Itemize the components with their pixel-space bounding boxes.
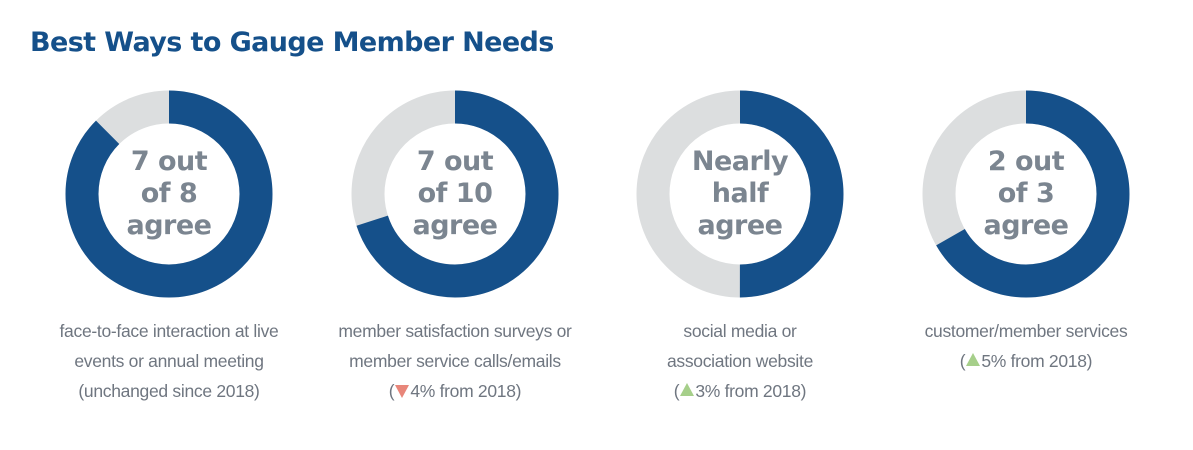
increase-triangle-icon — [680, 383, 695, 396]
caption: customer/member services (5% from 2018) — [881, 316, 1171, 376]
center-line: of 3 — [997, 178, 1055, 209]
donut-ring — [351, 90, 559, 298]
center-line: 2 out — [987, 146, 1065, 177]
paren: ( — [388, 381, 395, 401]
page-title: Best Ways to Gauge Member Needs — [30, 27, 554, 58]
caption-line: (unchanged since 2018) — [78, 381, 260, 401]
caption-line: customer/member services — [924, 321, 1128, 341]
donut-center-label: 7 out of 8 agree — [65, 90, 273, 298]
center-line: of 8 — [140, 178, 198, 209]
center-line: 7 out — [416, 146, 494, 177]
change-text: 3% from 2018) — [695, 381, 807, 401]
caption-line: face-to-face interaction at live — [59, 321, 279, 341]
caption-line: association website — [666, 351, 814, 371]
caption: social media or association website (3% … — [595, 316, 885, 406]
donut-ring — [922, 90, 1130, 298]
center-line: agree — [126, 210, 213, 241]
donut-center-label: 2 out of 3 agree — [922, 90, 1130, 298]
donut-chart: 7 out of 8 agree — [65, 90, 273, 298]
donut-ring — [65, 90, 273, 298]
change-line: (4% from 2018) — [310, 376, 600, 406]
center-line: agree — [983, 210, 1070, 241]
caption-line: social media or — [683, 321, 797, 341]
paren: ( — [959, 351, 966, 371]
change-text: 4% from 2018) — [410, 381, 522, 401]
caption-line: member service calls/emails — [349, 351, 561, 371]
donut-chart: 2 out of 3 agree — [922, 90, 1130, 298]
center-line: half — [711, 178, 769, 209]
caption-line: member satisfaction surveys or — [338, 321, 572, 341]
caption: face-to-face interaction at live events … — [24, 316, 314, 406]
center-line: 7 out — [130, 146, 208, 177]
donut-center-label: 7 out of 10 agree — [351, 90, 559, 298]
center-line: of 10 — [417, 178, 493, 209]
change-text: 5% from 2018) — [981, 351, 1093, 371]
center-line: agree — [697, 210, 784, 241]
increase-triangle-icon — [966, 353, 981, 366]
center-line: agree — [412, 210, 499, 241]
caption-line: events or annual meeting — [74, 351, 264, 371]
decrease-triangle-icon — [395, 385, 410, 398]
donut-chart: 7 out of 10 agree — [351, 90, 559, 298]
donut-ring — [636, 90, 844, 298]
center-line: Nearly — [691, 146, 789, 177]
change-line: (3% from 2018) — [595, 376, 885, 406]
donut-chart: Nearly half agree — [636, 90, 844, 298]
donut-center-label: Nearly half agree — [636, 90, 844, 298]
paren: ( — [673, 381, 680, 401]
caption: member satisfaction surveys or member se… — [310, 316, 600, 406]
change-line: (5% from 2018) — [881, 346, 1171, 376]
